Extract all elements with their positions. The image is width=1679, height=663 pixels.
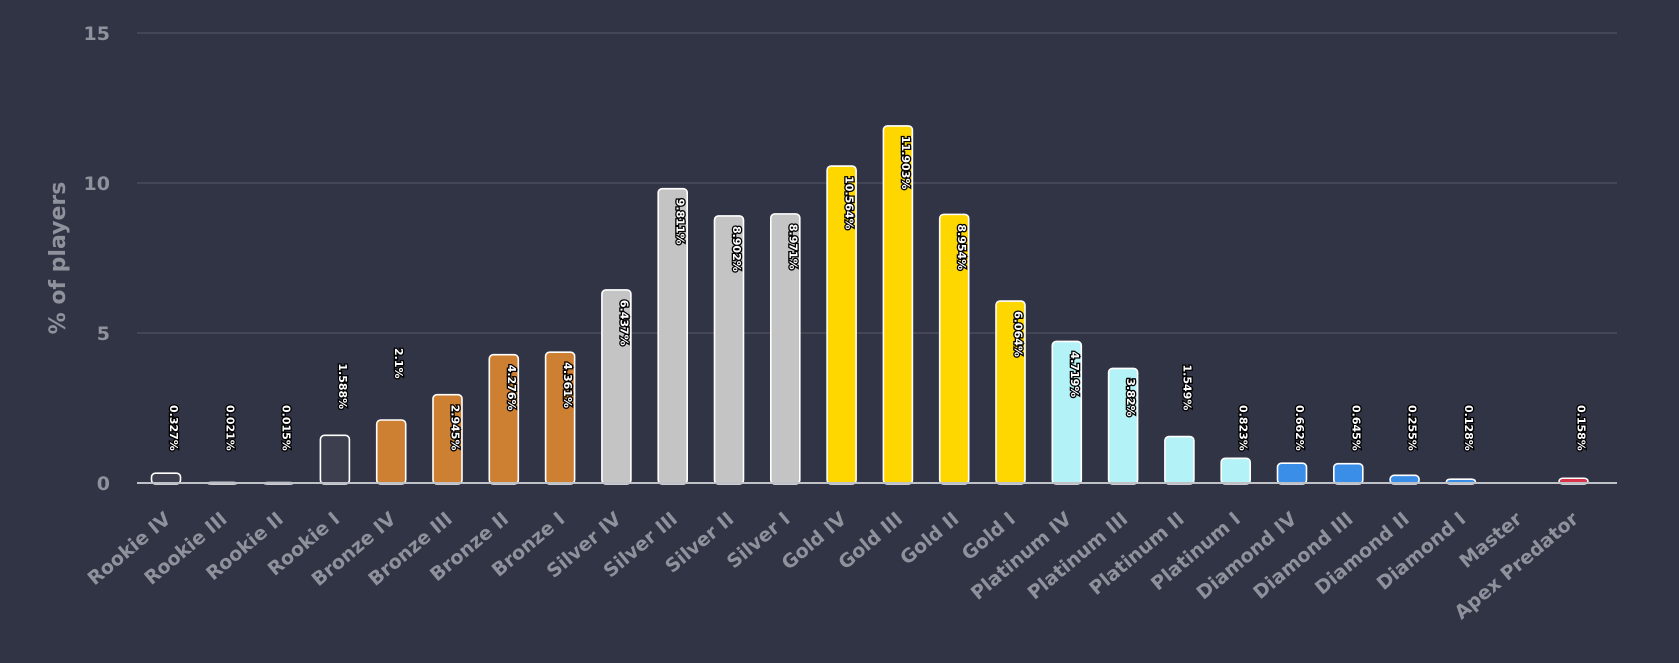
data-label: 0.128% xyxy=(1462,405,1475,451)
y-tick-label: 0 xyxy=(97,473,110,495)
y-tick-label: 15 xyxy=(84,23,110,45)
data-label: 4.719% xyxy=(1068,351,1081,397)
data-label: 9.811% xyxy=(674,199,687,245)
bar-layer xyxy=(150,125,1589,485)
y-tick-label: 5 xyxy=(97,323,110,345)
data-label: 4.361% xyxy=(561,362,574,408)
data-label: 11.903% xyxy=(899,136,912,189)
bar xyxy=(1164,435,1195,485)
bar xyxy=(1333,462,1364,485)
data-label: 10.564% xyxy=(843,176,856,229)
data-label: 0.645% xyxy=(1349,405,1362,451)
data-label: 4.276% xyxy=(505,365,518,411)
x-tick-label: Gold III xyxy=(834,508,907,574)
data-label: 0.662% xyxy=(1293,405,1306,451)
data-label: 8.954% xyxy=(955,224,968,270)
x-tick-label: Gold II xyxy=(896,508,963,570)
data-label: 0.021% xyxy=(223,405,236,451)
data-label: 8.902% xyxy=(730,226,743,272)
label-layer: 0.327% 0.021% 0.015% 1.588% 2.1% 2.945% 4.276%… xyxy=(166,135,1589,453)
data-label: 6.064% xyxy=(1012,311,1025,357)
data-label: 1.588% xyxy=(336,363,349,409)
data-label: 3.82% xyxy=(1124,378,1137,416)
data-label: 0.255% xyxy=(1406,405,1419,451)
data-label: 2.1% xyxy=(392,348,405,379)
data-label: 1.549% xyxy=(1180,365,1193,411)
data-label: 0.327% xyxy=(167,405,180,451)
y-axis-label: % of players xyxy=(46,182,71,335)
data-label: 0.823% xyxy=(1237,405,1250,451)
bar xyxy=(1276,462,1308,485)
data-label: 2.945% xyxy=(449,405,462,451)
bar xyxy=(319,434,351,485)
grid-layer xyxy=(137,32,1617,334)
bar xyxy=(375,419,407,485)
data-label: 0.158% xyxy=(1575,405,1588,451)
data-label: 6.437% xyxy=(617,300,630,346)
bar xyxy=(1220,457,1251,485)
data-label: 8.971% xyxy=(786,224,799,270)
y-tick-label: 10 xyxy=(84,173,110,195)
data-label: 0.015% xyxy=(280,405,293,451)
